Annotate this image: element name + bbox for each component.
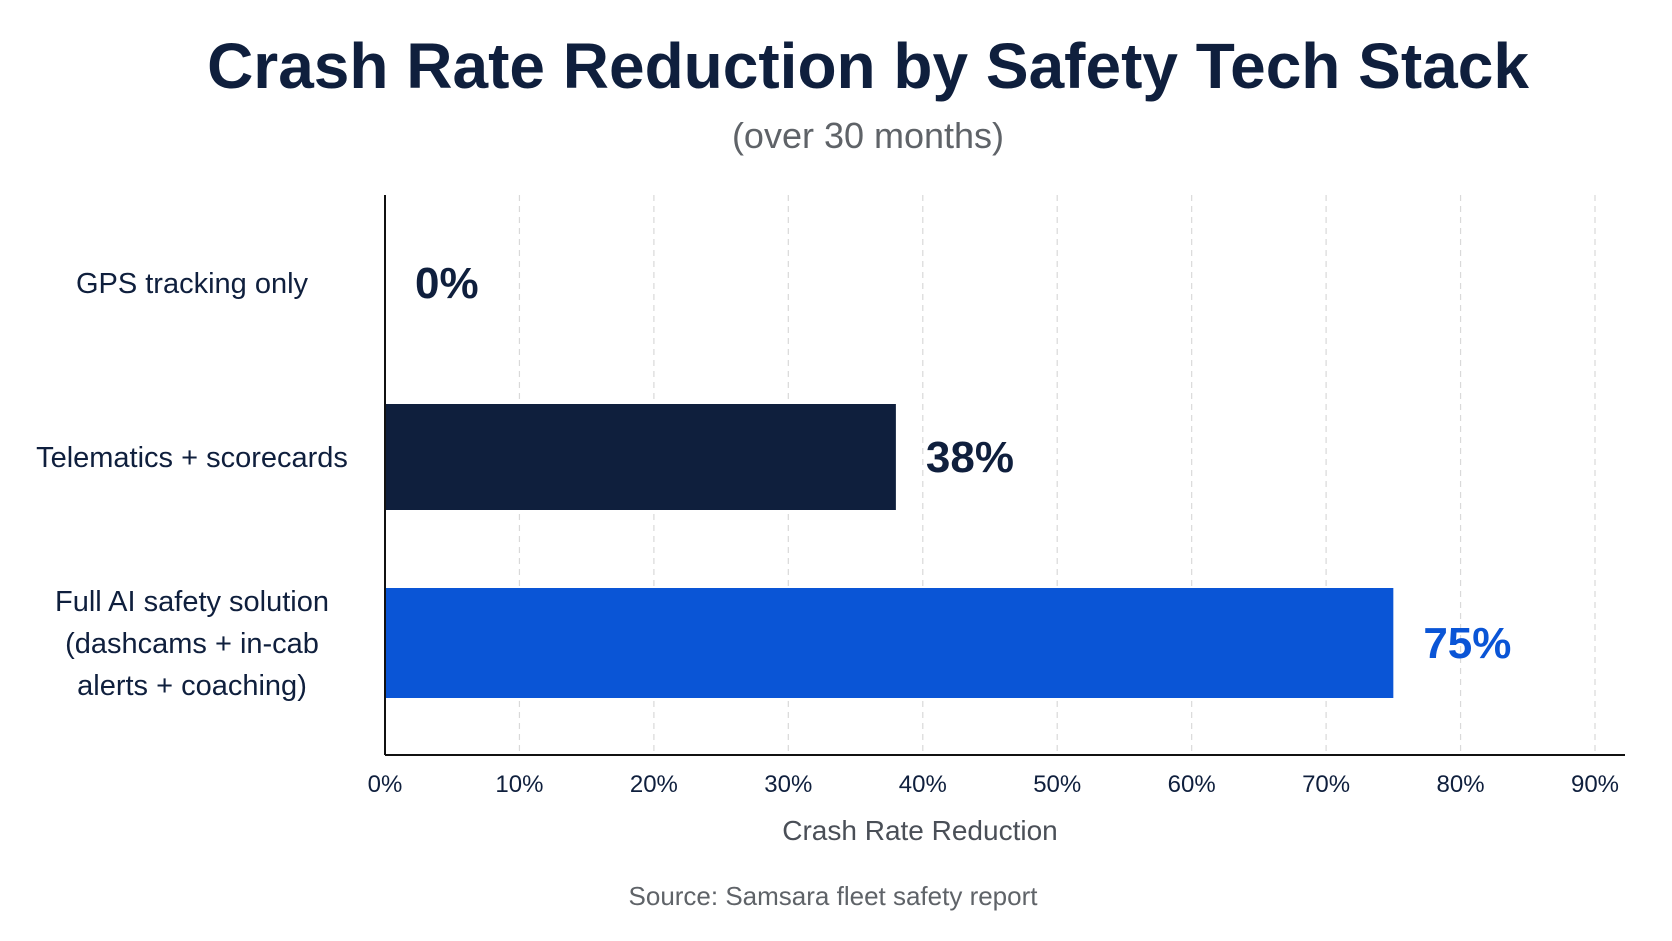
category-label: GPS tracking only (76, 268, 309, 300)
x-tick-label: 80% (1437, 771, 1485, 798)
x-tick-label: 20% (630, 771, 678, 798)
grid-lines (518, 195, 1596, 755)
x-tick-label: 40% (899, 771, 947, 798)
category-labels: GPS tracking only Telematics + scorecards… (36, 268, 348, 702)
x-tick-label: 70% (1302, 771, 1350, 798)
source-note: Source: Samsara fleet safety report (629, 881, 1039, 911)
x-axis-label: Crash Rate Reduction (782, 815, 1057, 846)
chart-subtitle: (over 30 months) (732, 115, 1004, 156)
x-tick-label: 60% (1168, 771, 1216, 798)
category-label: Telematics + scorecards (36, 442, 348, 474)
value-label: 75% (1423, 619, 1511, 668)
x-tick-label: 0% (368, 771, 403, 798)
bars (386, 404, 1394, 698)
value-label: 38% (926, 433, 1014, 482)
value-labels: 0% 38% 75% (415, 259, 1511, 668)
category-label: Full AI safety solution (dashcams + in-ca… (55, 586, 329, 702)
x-tick-label: 90% (1571, 771, 1619, 798)
chart-title: Crash Rate Reduction by Safety Tech Stac… (207, 30, 1529, 102)
x-tick-label: 30% (764, 771, 812, 798)
x-tick-label: 50% (1033, 771, 1081, 798)
x-tick-labels: 0% 10% 20% 30% 40% 50% 60% 70% 80% 90% (368, 771, 1619, 798)
axes (384, 195, 1625, 756)
value-label: 0% (415, 259, 479, 308)
bar (386, 404, 896, 510)
x-tick-label: 10% (495, 771, 543, 798)
bar (386, 588, 1394, 698)
